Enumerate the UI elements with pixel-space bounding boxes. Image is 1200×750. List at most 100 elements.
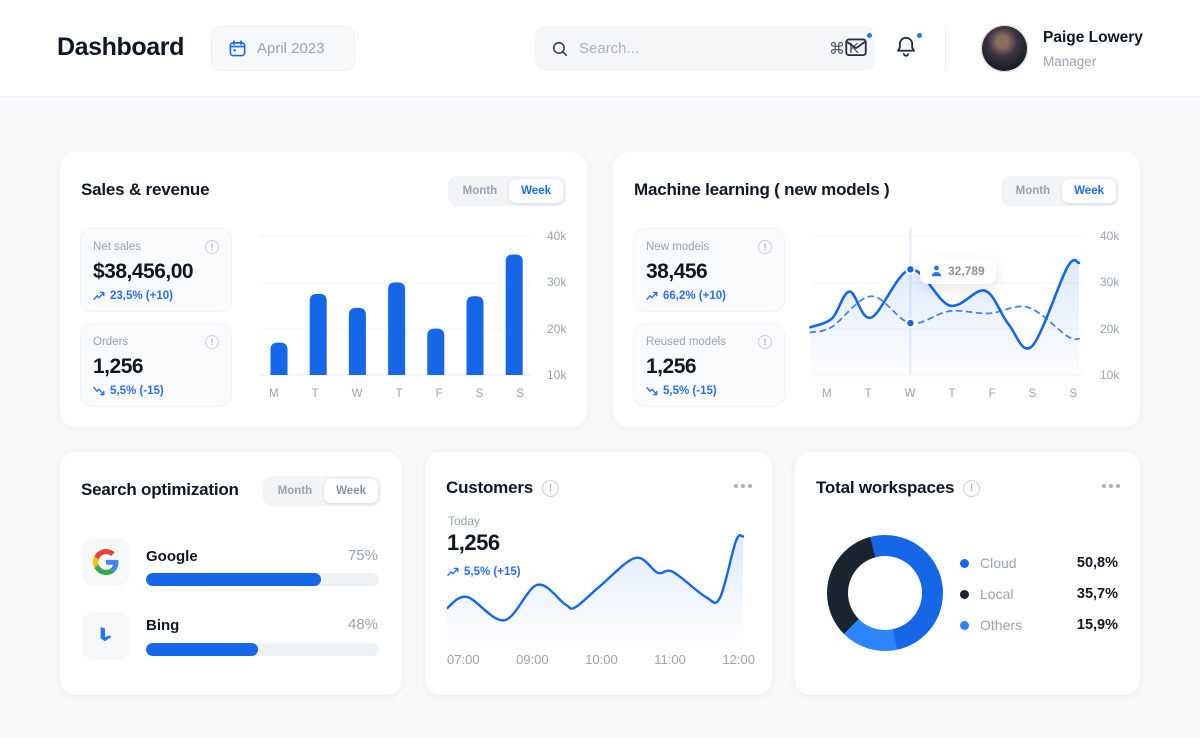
ml-month-tab[interactable]: Month <box>1004 179 1062 203</box>
info-icon[interactable]: ! <box>758 240 772 254</box>
google-label: Google <box>146 548 198 565</box>
others-value: 15,9% <box>1076 617 1118 633</box>
sales-week-tab[interactable]: Week <box>509 179 563 203</box>
ml-line-chart <box>809 228 1084 382</box>
google-progress-track <box>146 573 379 586</box>
customers-period: Today <box>448 514 481 528</box>
search-bar: ⌘K <box>535 26 875 71</box>
legend-row-others: Others 15,9% <box>960 614 1118 636</box>
mail-notification-dot <box>865 31 874 40</box>
bing-percent: 48% <box>347 616 378 633</box>
footer-strip <box>0 738 1200 750</box>
customers-value: 1,256 <box>447 530 500 555</box>
ml-week-tab[interactable]: Week <box>1062 179 1116 203</box>
orders-delta: 5,5% (-15) <box>93 385 219 397</box>
trend-up-icon <box>93 291 105 300</box>
ml-y-axis: 40k 30k 20k 10k <box>1100 229 1120 382</box>
info-icon[interactable]: ! <box>205 240 219 254</box>
cloud-label: Cloud <box>980 555 1017 571</box>
legend-row-cloud: Cloud 50,8% <box>960 552 1118 574</box>
sales-revenue-card: Sales & revenue Month Week Net sales ! $… <box>60 152 587 427</box>
total-workspaces-card: Total workspaces ! Cloud 50,8% Local 35,… <box>795 452 1140 695</box>
google-g-icon <box>93 549 119 575</box>
new-models-value: 38,456 <box>646 260 708 283</box>
header-divider <box>945 27 946 71</box>
new-models-stat: New models ! 38,456 66,2% (+10) <box>633 228 785 312</box>
ml-chart-tooltip: 32,789 <box>920 257 996 284</box>
cloud-value: 50,8% <box>1076 555 1118 571</box>
seo-week-tab[interactable]: Week <box>324 479 378 503</box>
date-picker[interactable]: April 2023 <box>211 26 355 71</box>
seo-month-tab[interactable]: Month <box>266 479 324 503</box>
sales-bar-chart <box>259 235 531 376</box>
trend-up-icon <box>447 567 459 576</box>
notifications-button[interactable] <box>893 31 924 64</box>
net-sales-stat: Net sales ! $38,456,00 23,5% (+10) <box>80 228 232 312</box>
user-role: Manager <box>1043 54 1097 69</box>
bing-b-icon <box>100 627 112 642</box>
user-icon <box>931 265 942 276</box>
ml-card-title: Machine learning ( new models ) <box>634 180 890 199</box>
sales-y-axis: 40k 30k 20k 10k <box>547 229 567 382</box>
net-sales-delta: 23,5% (+10) <box>93 290 219 302</box>
orders-value: 1,256 <box>93 355 144 378</box>
others-dot <box>960 620 969 630</box>
local-value: 35,7% <box>1076 586 1118 602</box>
ml-tooltip-value: 32,789 <box>948 263 985 278</box>
command-icon: ⌘ <box>828 40 845 58</box>
orders-stat: Orders ! 1,256 5,5% (-15) <box>80 323 232 407</box>
new-models-delta: 66,2% (+10) <box>646 290 772 302</box>
trend-down-icon <box>646 387 658 396</box>
ml-period-toggle: Month Week <box>1000 176 1119 206</box>
seo-period-toggle: Month Week <box>262 476 381 506</box>
workspaces-more-button[interactable] <box>1102 484 1120 488</box>
sales-month-tab[interactable]: Month <box>451 179 509 203</box>
info-icon[interactable]: ! <box>758 335 772 349</box>
google-logo <box>82 538 130 586</box>
workspaces-legend: Cloud 50,8% Local 35,7% Others 15,9% <box>960 552 1118 645</box>
customers-delta: 5,5% (+15) <box>447 566 521 578</box>
avatar[interactable] <box>981 25 1028 72</box>
customers-x-axis: 07:00 09:00 10:00 11:00 12:00 <box>447 652 755 667</box>
reused-models-delta: 5,5% (-15) <box>646 385 772 397</box>
reused-models-label: Reused models <box>646 336 726 348</box>
reused-models-stat: Reused models ! 1,256 5,5% (-15) <box>633 323 785 407</box>
bing-logo <box>82 612 130 660</box>
workspaces-card-title: Total workspaces <box>816 478 955 497</box>
trend-up-icon <box>646 291 658 300</box>
date-label: April 2023 <box>257 40 325 57</box>
seo-card-title: Search optimization <box>81 480 239 499</box>
user-name: Paige Lowery <box>1043 29 1143 46</box>
cloud-dot <box>960 558 969 568</box>
customers-more-button[interactable] <box>734 484 752 488</box>
info-icon[interactable]: ! <box>963 479 981 497</box>
mail-button[interactable] <box>843 31 874 64</box>
sales-card-title: Sales & revenue <box>81 180 210 199</box>
workspaces-donut-chart <box>827 535 943 651</box>
info-icon[interactable]: ! <box>205 335 219 349</box>
local-dot <box>960 589 969 599</box>
trend-down-icon <box>93 387 105 396</box>
donut-hole <box>848 556 922 630</box>
sales-period-toggle: Month Week <box>447 176 566 206</box>
bing-progress-track <box>146 643 379 656</box>
customers-card: Customers ! Today 1,256 5,5% (+15) 07:00… <box>425 452 772 695</box>
search-input[interactable] <box>579 40 819 57</box>
legend-row-local: Local 35,7% <box>960 583 1118 605</box>
google-progress-fill <box>146 573 321 586</box>
bell-icon <box>897 36 915 57</box>
info-icon[interactable]: ! <box>542 479 560 497</box>
bell-notification-dot <box>915 31 924 40</box>
net-sales-value: $38,456,00 <box>93 260 194 283</box>
search-icon <box>552 41 568 56</box>
bing-label: Bing <box>146 617 180 634</box>
mail-icon <box>845 38 867 57</box>
new-models-label: New models <box>646 241 710 253</box>
header: Dashboard April 2023 ⌘K Paige Lowery Man… <box>0 0 1200 97</box>
others-label: Others <box>980 617 1023 633</box>
net-sales-label: Net sales <box>93 241 141 253</box>
customers-area-chart <box>447 534 745 649</box>
reused-models-value: 1,256 <box>646 355 697 378</box>
